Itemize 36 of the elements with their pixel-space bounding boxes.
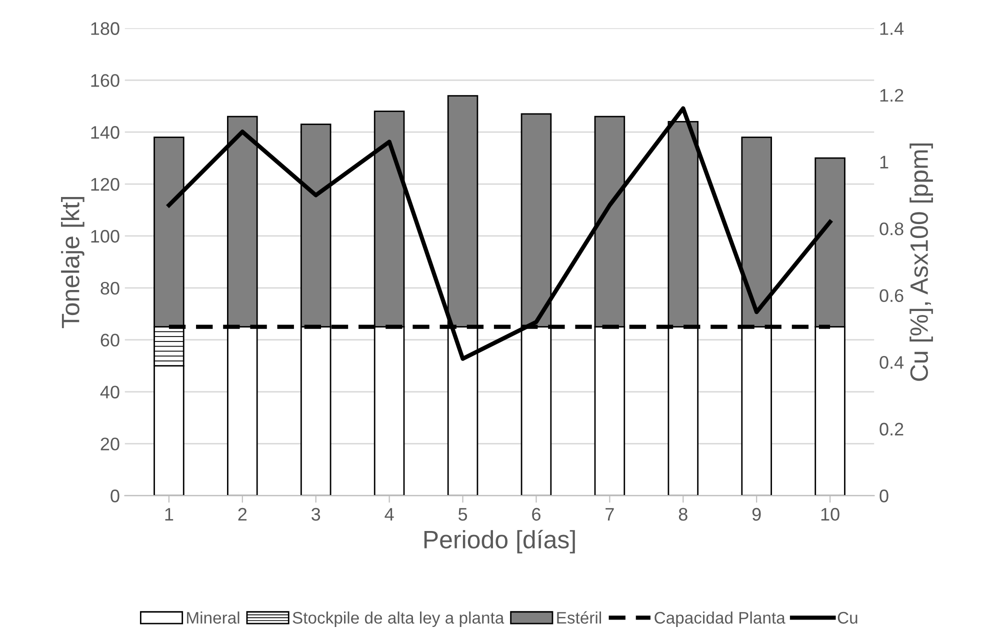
x-tick-label: 4 bbox=[384, 508, 394, 521]
x-tick-label: 9 bbox=[752, 508, 761, 521]
y-tick-label: 80 bbox=[100, 282, 120, 295]
x-tick-label: 3 bbox=[312, 508, 320, 521]
y2-axis-title: Cu [%], Asx100 [ppm] bbox=[910, 144, 933, 381]
legend-label: Capacidad Planta bbox=[654, 611, 786, 627]
y2-tick-label: 0 bbox=[880, 490, 888, 502]
y-tick-label: 140 bbox=[91, 126, 120, 139]
y-tick-label: 20 bbox=[100, 438, 120, 450]
y2-tick-label: 0.2 bbox=[880, 422, 904, 436]
y2-tick-label: 1.2 bbox=[880, 88, 904, 102]
x-axis-title: Periodo [días] bbox=[424, 530, 575, 554]
y-tick-label: 120 bbox=[91, 178, 120, 191]
legend-label: Stockpile de alta ley a planta bbox=[292, 611, 504, 627]
y-tick-label: 160 bbox=[91, 74, 120, 87]
x-tick-label: 5 bbox=[458, 508, 468, 521]
legend-label: Estéril bbox=[557, 611, 602, 624]
y-tick-label: 180 bbox=[91, 22, 120, 35]
x-tick-label: 6 bbox=[532, 508, 540, 521]
y-tick-label: 60 bbox=[100, 334, 120, 347]
y2-tick-label: 1.4 bbox=[880, 22, 904, 35]
x-tick-label: 2 bbox=[238, 508, 247, 521]
x-tick-label: 8 bbox=[678, 508, 688, 521]
x-tick-label: 10 bbox=[821, 508, 840, 521]
legend-label: Mineral bbox=[187, 611, 240, 624]
legend-label: Cu bbox=[838, 612, 858, 624]
x-tick-label: 7 bbox=[606, 508, 614, 521]
y-tick-label: 40 bbox=[100, 386, 120, 398]
x-tick-label: 1 bbox=[165, 508, 174, 521]
y2-tick-label: 0.4 bbox=[880, 356, 904, 369]
y2-tick-label: 1 bbox=[880, 156, 888, 168]
y2-tick-label: 0.6 bbox=[880, 289, 904, 302]
y-axis-title: Tonelaje [kt] bbox=[61, 197, 84, 328]
y-tick-label: 100 bbox=[91, 230, 120, 243]
y2-tick-label: 0.8 bbox=[880, 222, 904, 236]
y-tick-label: 0 bbox=[110, 490, 120, 502]
